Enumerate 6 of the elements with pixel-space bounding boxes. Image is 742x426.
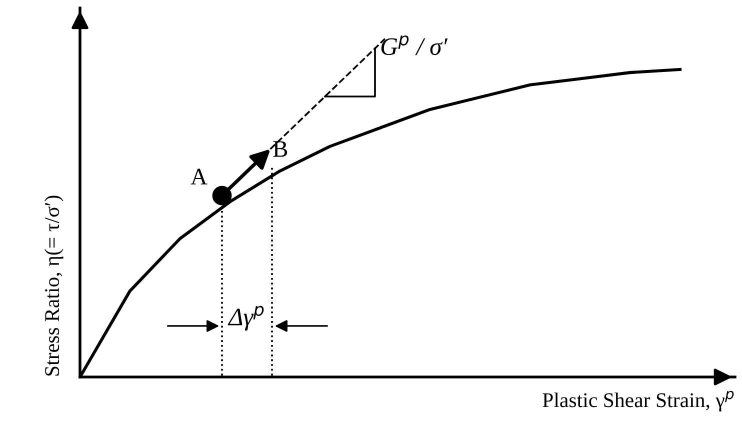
annotation: A (190, 168, 208, 184)
annotation: Δγ$^{p}$ (228, 306, 264, 331)
text: G$^{p}$ / σ′ (381, 35, 448, 56)
annotation: B (273, 141, 288, 157)
y-axis-title: Stress Ratio, η(= τ/σ′) (44, 196, 64, 376)
x-axis-title: Plastic Shear Strain, γ$^{p}$ (542, 390, 734, 412)
